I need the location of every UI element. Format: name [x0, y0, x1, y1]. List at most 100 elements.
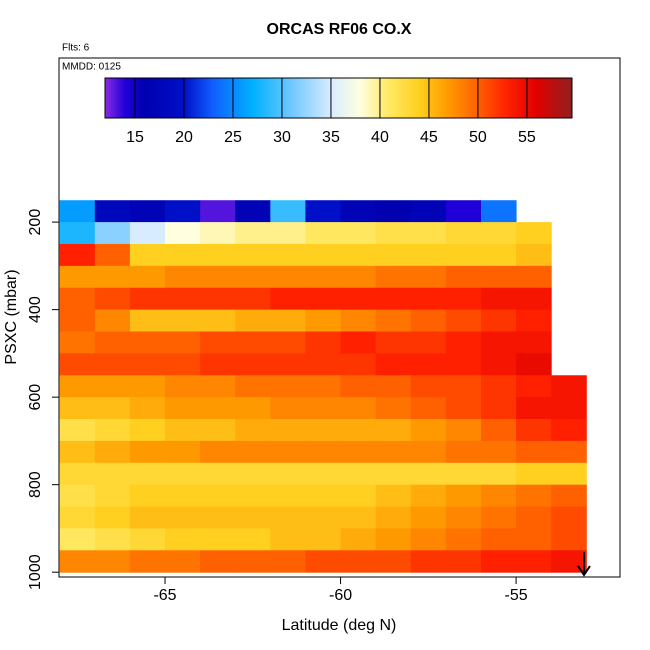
heatmap-cell — [129, 397, 166, 420]
heatmap-cell — [480, 222, 517, 245]
heatmap-cell — [445, 484, 482, 508]
heatmap-cell — [445, 419, 482, 442]
heatmap-cell — [516, 484, 552, 508]
heatmap-cell — [551, 397, 587, 420]
heatmap-cell — [480, 440, 517, 464]
heatmap-cell — [410, 550, 447, 573]
heatmap-cell — [270, 484, 306, 508]
heatmap-cell — [165, 265, 201, 289]
heatmap-cell — [59, 309, 96, 333]
heatmap-cell — [235, 309, 271, 333]
heatmap-cell — [235, 440, 271, 464]
heatmap-cell — [305, 528, 342, 551]
heatmap-cell — [410, 287, 447, 311]
heatmap-cell — [129, 243, 166, 267]
heatmap-cell — [129, 331, 166, 354]
heatmap-cell — [410, 353, 447, 376]
heatmap-cell — [235, 462, 271, 486]
x-axis-title: Latitude (deg N) — [282, 617, 397, 634]
heatmap-cell — [94, 440, 131, 464]
heatmap-cell — [200, 528, 236, 551]
heatmap-cell — [480, 397, 517, 420]
heatmap-cell — [165, 484, 201, 508]
heatmap-cell — [129, 265, 166, 289]
heatmap-cell — [305, 309, 342, 333]
heatmap-cell — [516, 419, 552, 442]
heatmap-cell — [410, 528, 447, 551]
heatmap-cell — [165, 309, 201, 333]
heatmap-cell — [480, 419, 517, 442]
heatmap-cell — [270, 462, 306, 486]
heatmap-cell — [551, 462, 587, 486]
heatmap-cell — [270, 200, 306, 223]
heatmap-cell — [340, 462, 377, 486]
heatmap-cell — [375, 440, 412, 464]
heatmap-cell — [94, 550, 131, 573]
heatmap-cell — [59, 200, 96, 223]
heatmap-cell — [410, 331, 447, 354]
heatmap-cell — [270, 550, 306, 573]
heatmap-cell — [445, 440, 482, 464]
heatmap-cell — [94, 265, 131, 289]
x-tick-label: -65 — [153, 587, 176, 604]
heatmap-cell — [235, 550, 271, 573]
heatmap-cell — [305, 287, 342, 311]
heatmap-cell — [551, 484, 587, 508]
heatmap-cell — [410, 506, 447, 529]
heatmap-cell — [375, 200, 412, 223]
heatmap-cell — [165, 397, 201, 420]
heatmap-cell — [516, 528, 552, 551]
heatmap-cell — [59, 331, 96, 354]
heatmap-cell — [445, 287, 482, 311]
heatmap-cell — [445, 331, 482, 354]
heatmap-cell — [129, 484, 166, 508]
heatmap-cell — [340, 309, 377, 333]
heatmap-cell — [270, 287, 306, 311]
heatmap-cell — [305, 265, 342, 289]
heatmap-cell — [340, 287, 377, 311]
colorbar-tick-label: 40 — [371, 129, 389, 146]
heatmap-cell — [200, 484, 236, 508]
heatmap-cell — [165, 506, 201, 529]
y-tick-label: 600 — [27, 384, 44, 411]
heatmap-cell — [375, 528, 412, 551]
heatmap-cell — [94, 375, 131, 398]
heatmap-cell — [410, 375, 447, 398]
heatmap-cell — [516, 331, 552, 354]
heatmap-cell — [375, 550, 412, 573]
heatmap-cell — [270, 397, 306, 420]
heatmap-cell — [129, 287, 166, 311]
heatmap-cell — [375, 243, 412, 267]
heatmap-cell — [59, 506, 96, 529]
heatmap-cell — [235, 397, 271, 420]
heatmap-cell — [200, 243, 236, 267]
heatmap-cell — [235, 222, 271, 245]
heatmap-cell — [200, 287, 236, 311]
heatmap-cell — [480, 506, 517, 529]
heatmap-cell — [270, 440, 306, 464]
colorbar-tick-label: 25 — [224, 129, 242, 146]
x-tick-label: -55 — [505, 587, 528, 604]
heatmap-cell — [480, 375, 517, 398]
heatmap-cell — [129, 353, 166, 376]
heatmap-cell — [59, 419, 96, 442]
heatmap-cell — [445, 243, 482, 267]
heatmap-cell — [340, 265, 377, 289]
heatmap-cell — [200, 397, 236, 420]
heatmap-cell — [94, 484, 131, 508]
heatmap-cell — [410, 462, 447, 486]
heatmap-cell — [270, 265, 306, 289]
heatmap-cell — [305, 331, 342, 354]
heatmap-cell — [410, 484, 447, 508]
heatmap-cell — [129, 550, 166, 573]
heatmap-cell — [235, 287, 271, 311]
heatmap-cell — [445, 397, 482, 420]
y-tick-label: 200 — [27, 209, 44, 236]
heatmap-cell — [340, 440, 377, 464]
heatmap-cell — [270, 353, 306, 376]
heatmap-cell — [59, 287, 96, 311]
heatmap-cell — [516, 397, 552, 420]
heatmap-cell — [200, 440, 236, 464]
heatmap-cell — [340, 419, 377, 442]
heatmap-cell — [270, 309, 306, 333]
